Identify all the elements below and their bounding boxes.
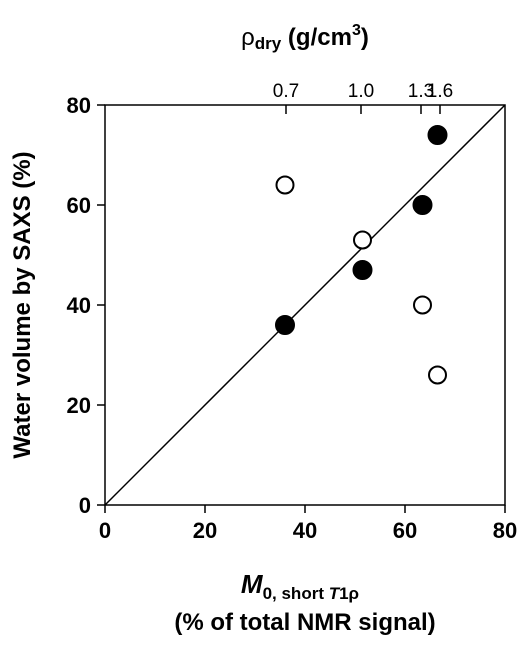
x-tick-label: 80 — [493, 518, 517, 543]
top-axis-exp: 3 — [352, 22, 361, 39]
y-tick-label: 20 — [67, 393, 91, 418]
x-tick-label: 20 — [193, 518, 217, 543]
data-points — [275, 125, 448, 385]
top-axis-sub: dry — [255, 34, 282, 53]
top-axis-rho: ρ — [241, 24, 255, 51]
plot-area — [104, 104, 506, 506]
x-axis-ticks: 0 20 40 60 80 — [99, 505, 517, 543]
identity-line — [104, 104, 506, 506]
open-data-point — [275, 175, 295, 195]
x-tick-label: 0 — [99, 518, 111, 543]
top-axis-unit: (g/cm — [281, 24, 352, 51]
open-data-point — [413, 295, 432, 315]
y-tick-label: 0 — [79, 493, 91, 518]
top-tick-label: 1.3 — [408, 81, 434, 102]
y-tick-label: 80 — [67, 93, 91, 118]
filled-data-point — [352, 260, 373, 280]
x-tick-label: 60 — [393, 518, 417, 543]
top-tick-label: 0.7 — [273, 81, 299, 102]
x-axis-title-line2: (% of total NMR signal) — [174, 609, 435, 636]
x-tick-label: 40 — [293, 518, 317, 543]
top-tick-label: 1.6 — [427, 81, 453, 102]
top-tick-label: 1.0 — [348, 81, 374, 102]
y-axis-ticks: 0 20 40 60 80 — [67, 93, 105, 518]
x-axis-title-line1: M0, short T1ρ — [241, 569, 359, 603]
x-axis-sub: 0, short — [263, 584, 329, 603]
open-data-point — [428, 365, 447, 385]
y-axis-title: Water volume by SAXS (%) — [9, 151, 36, 458]
x-axis-sub-t: T — [329, 584, 341, 603]
y-tick-label: 60 — [67, 193, 91, 218]
open-data-point — [353, 230, 372, 250]
x-axis-sub-rest: 1ρ — [339, 584, 359, 603]
top-axis-ticks: 0.7 1.0 1.31.6 — [273, 81, 453, 114]
filled-data-point — [427, 125, 448, 145]
filled-data-point — [412, 195, 433, 215]
top-axis-title: ρdry (g/cm3) — [241, 22, 369, 53]
filled-data-point — [275, 315, 295, 335]
y-tick-label: 40 — [67, 293, 91, 318]
x-axis-m: M — [241, 569, 264, 599]
top-axis-close: ) — [361, 24, 369, 51]
